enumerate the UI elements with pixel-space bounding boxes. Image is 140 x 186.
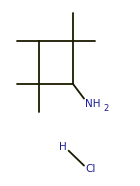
Text: NH: NH bbox=[85, 99, 101, 109]
Text: Cl: Cl bbox=[85, 164, 96, 174]
Text: H: H bbox=[59, 142, 67, 152]
Text: 2: 2 bbox=[104, 104, 109, 113]
